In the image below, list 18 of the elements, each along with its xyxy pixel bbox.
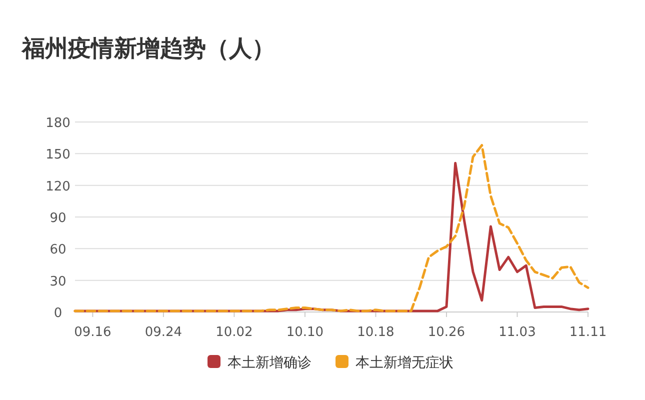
y-tick-label: 30 (50, 274, 66, 290)
x-tick-label: 09.24 (144, 325, 182, 340)
y-tick-label: 150 (46, 148, 70, 163)
y-tick-label: 0 (54, 306, 62, 321)
y-tick-label: 60 (50, 242, 66, 258)
x-tick-label: 10.26 (428, 325, 466, 340)
legend-label: 本土新增确诊 (228, 355, 312, 371)
x-tick-label: 10.18 (357, 325, 394, 340)
x-tick-label: 10.10 (286, 325, 324, 340)
y-tick-label: 180 (46, 116, 70, 131)
x-tick-label: 11.03 (498, 325, 536, 340)
legend-label: 本土新增无症状 (356, 355, 454, 371)
chart-title: 福州疫情新增趋势（人） (21, 35, 275, 62)
x-tick-label: 11.11 (569, 325, 607, 340)
x-tick-label: 10.02 (216, 325, 253, 340)
x-tick-label: 09.16 (74, 325, 112, 340)
y-tick-label: 90 (50, 211, 66, 226)
y-tick-label: 120 (46, 179, 70, 194)
